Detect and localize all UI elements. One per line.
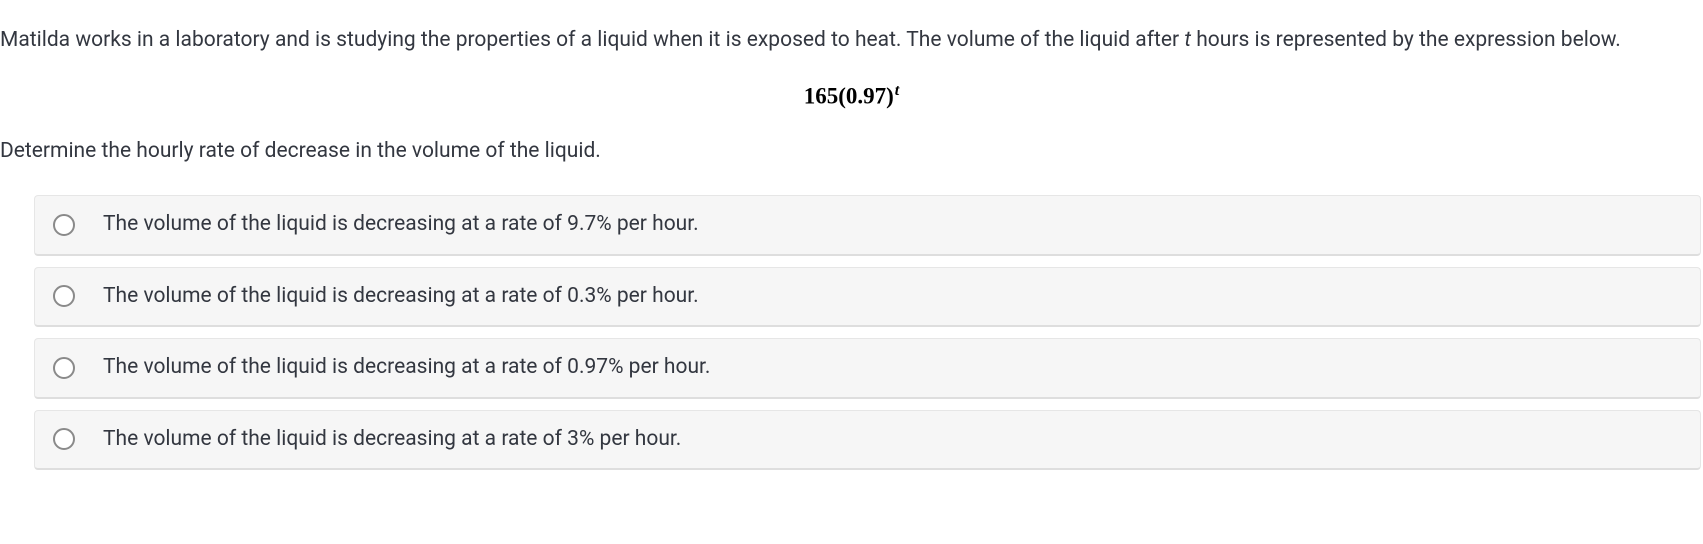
formula-expression: 165(0.97)t bbox=[0, 79, 1703, 114]
option-d[interactable]: The volume of the liquid is decreasing a… bbox=[34, 410, 1701, 471]
option-c[interactable]: The volume of the liquid is decreasing a… bbox=[34, 338, 1701, 399]
radio-icon bbox=[53, 428, 75, 450]
intro-post: hours is represented by the expression b… bbox=[1191, 28, 1621, 52]
formula-exponent: t bbox=[895, 82, 899, 99]
formula-base: 165(0.97) bbox=[804, 83, 894, 108]
option-label: The volume of the liquid is decreasing a… bbox=[103, 281, 699, 313]
question-intro: Matilda works in a laboratory and is stu… bbox=[0, 25, 1703, 57]
options-group: The volume of the liquid is decreasing a… bbox=[0, 195, 1703, 470]
question-prompt: Determine the hourly rate of decrease in… bbox=[0, 136, 1703, 168]
radio-icon bbox=[53, 285, 75, 307]
option-a[interactable]: The volume of the liquid is decreasing a… bbox=[34, 195, 1701, 256]
radio-icon bbox=[53, 357, 75, 379]
option-label: The volume of the liquid is decreasing a… bbox=[103, 352, 710, 384]
intro-pre: Matilda works in a laboratory and is stu… bbox=[0, 28, 1184, 52]
option-label: The volume of the liquid is decreasing a… bbox=[103, 209, 699, 241]
option-b[interactable]: The volume of the liquid is decreasing a… bbox=[34, 267, 1701, 328]
option-label: The volume of the liquid is decreasing a… bbox=[103, 424, 681, 456]
radio-icon bbox=[53, 214, 75, 236]
